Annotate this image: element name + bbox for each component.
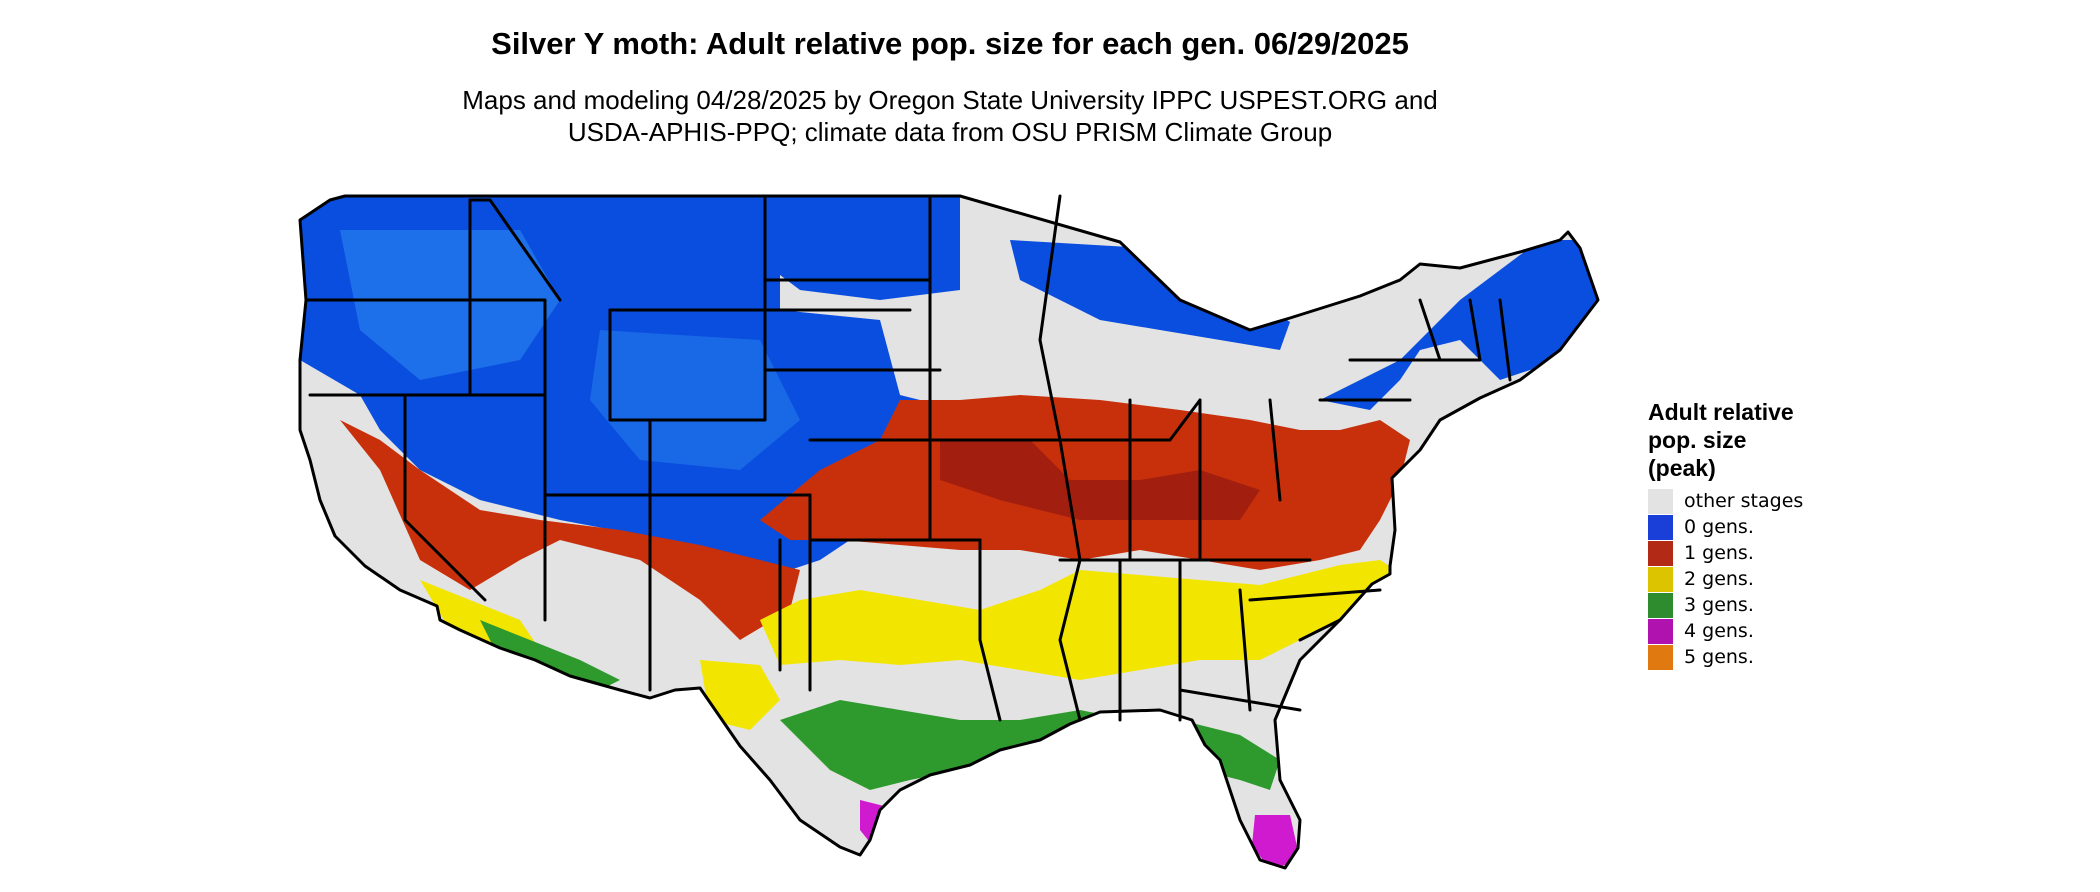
legend-item-0-gens: 0 gens. — [1648, 514, 1803, 540]
zone-0-gens-great-lakes — [1010, 240, 1290, 350]
legend-title-line-3: (peak) — [1648, 455, 1716, 481]
legend-label: 0 gens. — [1684, 516, 1754, 538]
legend-label: 1 gens. — [1684, 542, 1754, 564]
subtitle-line-2: USDA-APHIS-PPQ; climate data from OSU PR… — [567, 117, 1333, 147]
border-az-nm — [648, 493, 812, 692]
zone-1-gens-central-dark — [940, 440, 1260, 520]
legend-item-2-gens: 2 gens. — [1648, 566, 1803, 592]
legend-item-other-stages: other stages — [1648, 488, 1803, 514]
border-midwest — [1058, 398, 1282, 562]
legend-swatch — [1648, 644, 1673, 670]
legend-label: 5 gens. — [1684, 646, 1754, 668]
subtitle-line-1: Maps and modeling 04/28/2025 by Oregon S… — [462, 85, 1438, 115]
zone-4-gens-texas — [860, 800, 920, 855]
border-mississippi — [1038, 194, 1082, 722]
border-wy-co — [608, 308, 812, 497]
legend-title: Adult relative pop. size (peak) — [1648, 398, 1803, 482]
border-nv-ut — [543, 393, 652, 622]
border-mt-wy-dakotas — [608, 194, 932, 372]
zone-2-gens-texas — [700, 660, 780, 730]
border-texas — [778, 538, 1002, 722]
zone-0-gens-west-light-2 — [590, 330, 800, 470]
legend-swatch — [1648, 514, 1673, 540]
zone-3-gens-southwest — [480, 620, 620, 690]
legend-swatch — [1648, 618, 1673, 644]
legend-swatch — [1648, 566, 1673, 592]
border-south — [1058, 558, 1312, 722]
map-subtitle: Maps and modeling 04/28/2025 by Oregon S… — [0, 84, 1900, 148]
border-plains — [763, 194, 1062, 542]
legend-title-line-2: pop. size — [1648, 427, 1747, 453]
legend-swatch — [1648, 540, 1673, 566]
generation-zones — [300, 196, 1598, 868]
border-ca-nv — [403, 393, 487, 602]
legend: Adult relative pop. size (peak) other st… — [1648, 398, 1803, 670]
zone-0-gens-north — [760, 196, 960, 300]
zone-2-gens-south — [760, 560, 1410, 680]
legend-item-3-gens: 3 gens. — [1648, 592, 1803, 618]
zone-0-gens-west-light — [340, 230, 560, 380]
legend-item-4-gens: 4 gens. — [1648, 618, 1803, 644]
border-northeast — [1318, 298, 1512, 402]
legend-label: other stages — [1684, 490, 1804, 512]
zone-0-gens-northeast — [1320, 240, 1598, 410]
border-carolinas — [1248, 588, 1382, 642]
legend-swatch — [1648, 488, 1673, 514]
state-boundaries — [298, 194, 1600, 870]
zone-4-gens-florida — [1252, 815, 1300, 868]
zone-1-gens-southwest — [340, 420, 800, 640]
legend-item-5-gens: 5 gens. — [1648, 644, 1803, 670]
legend-swatch — [1648, 592, 1673, 618]
legend-label: 3 gens. — [1684, 594, 1754, 616]
legend-title-line-1: Adult relative — [1648, 399, 1794, 425]
legend-label: 2 gens. — [1684, 568, 1754, 590]
legend-label: 4 gens. — [1684, 620, 1754, 642]
map-title: Silver Y moth: Adult relative pop. size … — [491, 26, 1409, 61]
border-id-mt — [468, 198, 562, 397]
legend-item-1-gens: 1 gens. — [1648, 540, 1803, 566]
